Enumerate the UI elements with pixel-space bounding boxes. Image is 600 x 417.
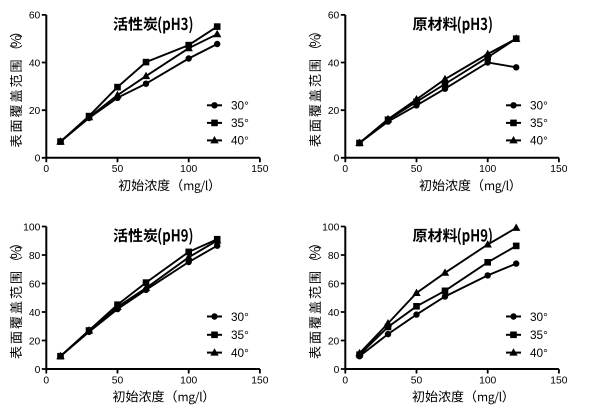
svg-text:50: 50 (411, 375, 423, 386)
svg-text:40: 40 (29, 58, 41, 69)
svg-text:50: 50 (112, 164, 124, 175)
svg-text:60: 60 (29, 11, 41, 22)
svg-text:40°: 40° (231, 346, 249, 360)
svg-text:40°: 40° (530, 346, 548, 360)
svg-text:20: 20 (29, 336, 41, 347)
svg-text:60: 60 (328, 279, 340, 290)
svg-text:0: 0 (35, 154, 41, 165)
svg-text:30°: 30° (530, 99, 548, 113)
svg-text:40°: 40° (231, 134, 249, 148)
svg-text:0: 0 (342, 375, 348, 386)
svg-text:35°: 35° (231, 328, 249, 342)
svg-text:100: 100 (180, 375, 197, 386)
svg-text:35°: 35° (231, 116, 249, 130)
svg-text:150: 150 (251, 375, 268, 386)
svg-text:40: 40 (29, 308, 41, 319)
svg-text:30°: 30° (231, 99, 249, 113)
svg-text:35°: 35° (530, 116, 548, 130)
svg-text:0: 0 (43, 375, 49, 386)
svg-text:40: 40 (328, 308, 340, 319)
svg-text:100: 100 (180, 164, 197, 175)
svg-text:80: 80 (29, 251, 41, 262)
svg-text:35°: 35° (530, 328, 548, 342)
svg-text:0: 0 (43, 164, 49, 175)
svg-text:0: 0 (35, 365, 41, 376)
svg-text:80: 80 (328, 251, 340, 262)
svg-text:100: 100 (479, 164, 496, 175)
svg-text:20: 20 (29, 106, 41, 117)
svg-text:30°: 30° (231, 310, 249, 324)
svg-text:40: 40 (328, 58, 340, 69)
svg-text:150: 150 (251, 164, 268, 175)
svg-text:100: 100 (479, 375, 496, 386)
svg-text:0: 0 (334, 154, 340, 165)
svg-text:30°: 30° (530, 310, 548, 324)
svg-text:60: 60 (328, 11, 340, 22)
svg-text:0: 0 (334, 365, 340, 376)
svg-text:20: 20 (328, 106, 340, 117)
svg-text:50: 50 (112, 375, 124, 386)
svg-text:0: 0 (342, 164, 348, 175)
svg-text:100: 100 (23, 222, 40, 233)
svg-text:150: 150 (550, 164, 567, 175)
svg-text:100: 100 (322, 222, 339, 233)
svg-text:150: 150 (550, 375, 567, 386)
svg-text:60: 60 (29, 279, 41, 290)
svg-text:40°: 40° (530, 134, 548, 148)
svg-text:20: 20 (328, 336, 340, 347)
svg-text:50: 50 (411, 164, 423, 175)
